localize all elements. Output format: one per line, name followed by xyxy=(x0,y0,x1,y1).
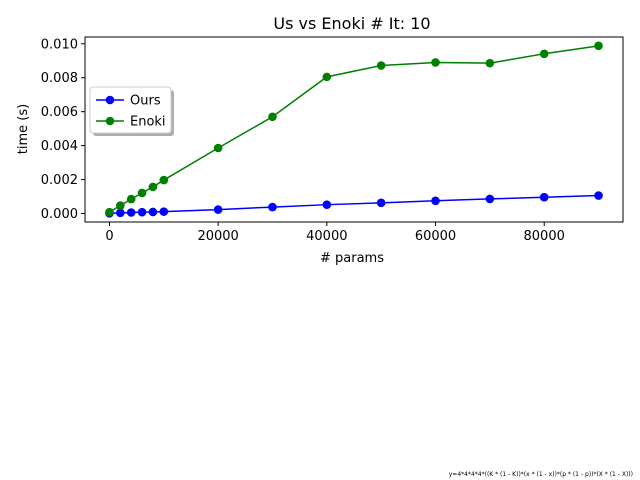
legend-entries: Ours Enoki xyxy=(96,94,166,130)
data-point-enoki xyxy=(105,207,114,217)
x-tick-label: 80000 xyxy=(524,229,565,244)
data-point-enoki xyxy=(485,58,495,68)
series-ours xyxy=(105,191,603,218)
data-point-ours xyxy=(594,191,603,200)
x-axis: 0 20000 40000 60000 80000 xyxy=(105,222,565,244)
y-tick-label: 0.000 xyxy=(41,207,78,222)
legend-label-enoki: Enoki xyxy=(130,115,166,130)
data-point-ours xyxy=(539,192,549,202)
data-point-ours xyxy=(376,198,386,208)
data-point-enoki xyxy=(539,49,549,59)
y-tick-label: 0.002 xyxy=(41,173,78,188)
y-tick-label: 0.010 xyxy=(41,37,78,52)
data-point-ours xyxy=(126,208,136,217)
data-point-enoki xyxy=(431,58,440,67)
data-point-enoki xyxy=(376,61,386,70)
data-point-ours xyxy=(268,202,277,212)
data-point-enoki xyxy=(137,188,147,198)
legend: Ours Enoki xyxy=(89,86,174,136)
x-tick-label: 0 xyxy=(105,229,113,244)
legend-marker-ours xyxy=(105,95,115,105)
data-point-enoki xyxy=(213,143,223,153)
data-point-ours xyxy=(137,207,147,217)
legend-marker-enoki xyxy=(105,116,115,126)
y-axis-label: time (s) xyxy=(16,104,31,154)
data-point-ours xyxy=(322,200,332,209)
y-tick-label: 0.008 xyxy=(41,71,78,86)
x-tick-label: 40000 xyxy=(306,229,347,244)
x-tick-label: 60000 xyxy=(415,229,456,244)
x-axis-label: # params xyxy=(320,251,384,266)
data-point-ours xyxy=(213,205,223,214)
data-point-ours xyxy=(116,208,125,218)
data-point-enoki xyxy=(268,112,277,122)
y-tick-label: 0.006 xyxy=(41,105,78,120)
data-point-enoki xyxy=(594,41,603,51)
y-tick-label: 0.004 xyxy=(41,139,78,154)
series-enoki xyxy=(105,41,603,217)
data-point-ours xyxy=(159,207,169,216)
y-axis: 0.000 0.002 0.004 0.006 0.008 0.010 xyxy=(41,37,85,222)
data-point-enoki xyxy=(116,201,125,210)
plot-area xyxy=(85,37,623,222)
x-tick-label: 20000 xyxy=(197,229,238,244)
axes-frame xyxy=(84,36,624,223)
data-point-enoki xyxy=(148,182,158,192)
data-point-ours xyxy=(148,207,158,217)
data-point-enoki xyxy=(159,175,169,185)
data-point-enoki xyxy=(126,194,136,204)
legend-label-ours: Ours xyxy=(130,94,161,109)
chart-title: Us vs Enoki # It: 10 xyxy=(273,14,430,33)
series-layer xyxy=(105,41,603,218)
plot-background xyxy=(85,37,623,222)
data-point-ours xyxy=(431,196,440,206)
data-point-enoki xyxy=(322,72,332,82)
footnote-formula: y=4*4*4*4*((K * (1 - K))*(x * (1 - x))*(… xyxy=(449,471,633,478)
data-point-ours xyxy=(485,194,495,204)
